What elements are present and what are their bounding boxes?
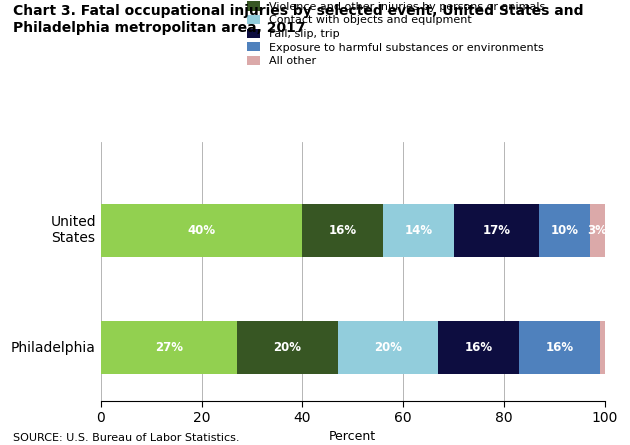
Bar [302,204,383,257]
Legend: Transportation incidents, Violence and other injuries by persons or animals, Con: Transportation incidents, Violence and o… [248,0,545,66]
Bar [101,321,237,374]
Text: 20%: 20% [273,341,301,354]
Bar [519,321,600,374]
Bar [438,321,519,374]
Text: 27%: 27% [155,341,183,354]
Bar [454,204,539,257]
Text: 16%: 16% [546,341,573,354]
Text: 40%: 40% [188,224,215,237]
Bar [383,204,454,257]
Text: 16%: 16% [329,224,357,237]
Text: 10%: 10% [551,224,578,237]
Bar [101,204,302,257]
Text: 17%: 17% [483,224,510,237]
Text: 3%: 3% [587,224,607,237]
Text: 16%: 16% [465,341,493,354]
Text: SOURCE: U.S. Bureau of Labor Statistics.: SOURCE: U.S. Bureau of Labor Statistics. [13,433,239,443]
Bar [590,204,605,257]
X-axis label: Percent: Percent [329,430,376,444]
Bar [237,321,338,374]
Text: 14%: 14% [404,224,432,237]
Bar [338,321,438,374]
Bar [539,204,590,257]
Text: Chart 3. Fatal occupational injuries by selected event, United States and
Philad: Chart 3. Fatal occupational injuries by … [13,4,583,35]
Bar [600,321,610,374]
Text: 20%: 20% [374,341,402,354]
